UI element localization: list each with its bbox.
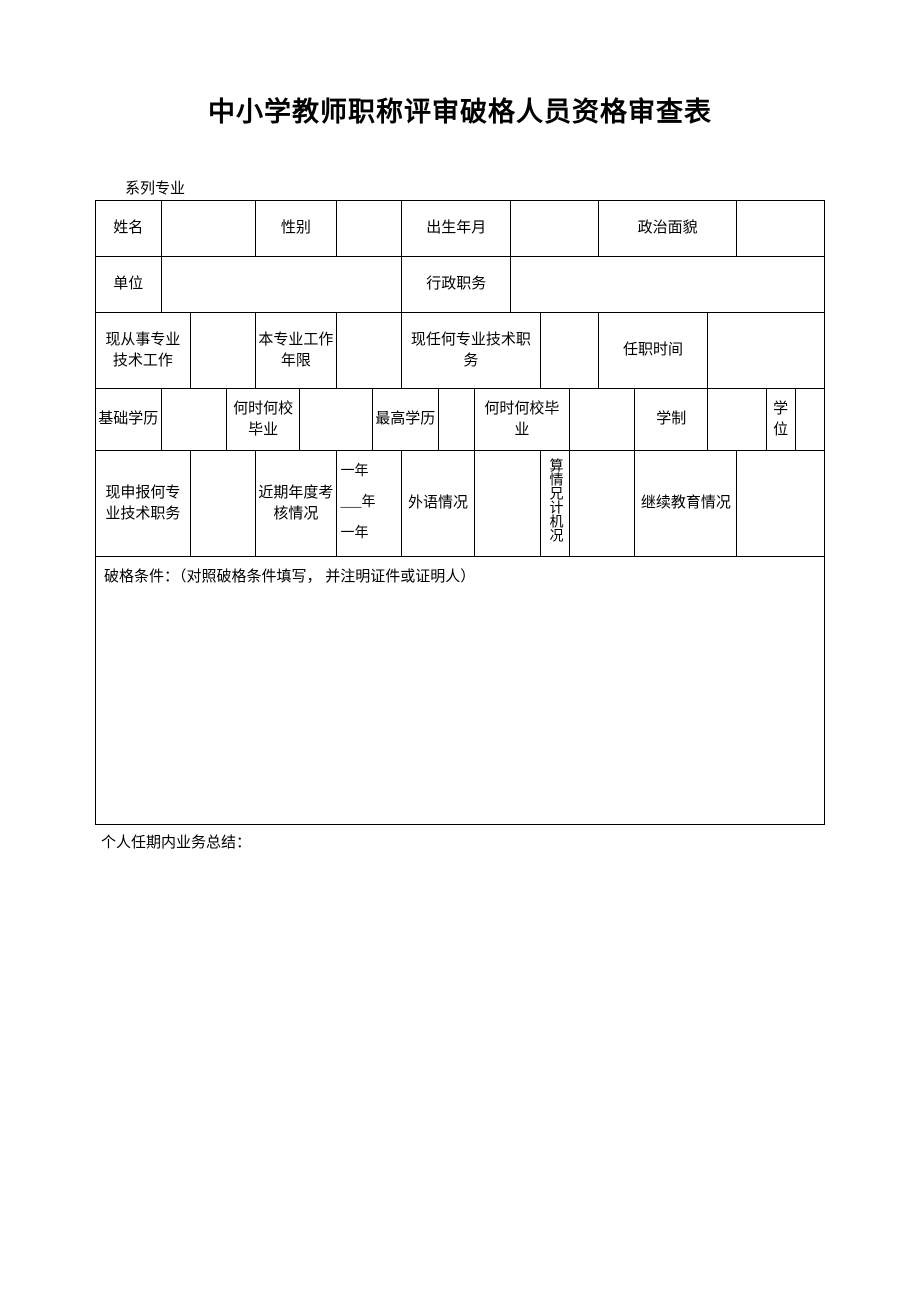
current-work-label: 现从事专业技术工作 <box>96 313 191 389</box>
apply-label: 现申报何专业技术职务 <box>96 451 191 557</box>
computer-value[interactable] <box>569 451 635 557</box>
political-label: 政治面貌 <box>598 201 736 257</box>
birth-value[interactable] <box>511 201 598 257</box>
grad1-label: 何时何校毕业 <box>227 389 300 451</box>
foreign-value[interactable] <box>474 451 540 557</box>
computer-label: 算情兄计机况 <box>540 451 569 557</box>
highest-edu-value[interactable] <box>438 389 474 451</box>
years-label: 本专业工作年限 <box>256 313 336 389</box>
exception-cell[interactable]: 破格条件：（对照破格条件填写， 并注明证件或证明人） <box>96 557 825 825</box>
row-education: 基础学历 何时何校毕业 最高学历 何时何校毕业 学制 学位 <box>96 389 825 451</box>
row-exception: 破格条件：（对照破格条件填写， 并注明证件或证明人） <box>96 557 825 825</box>
admin-label: 行政职务 <box>402 257 511 313</box>
subtitle: 系列专业 <box>125 177 825 198</box>
grad1-value[interactable] <box>300 389 373 451</box>
current-title-label: 现任何专业技术职务 <box>402 313 540 389</box>
unit-value[interactable] <box>161 257 402 313</box>
base-edu-value[interactable] <box>161 389 227 451</box>
tenure-label: 任职时间 <box>598 313 707 389</box>
footer-note: 个人任期内业务总结： <box>101 831 825 852</box>
row-profession: 现从事专业技术工作 本专业工作年限 现任何专业技术职务 任职时间 <box>96 313 825 389</box>
gender-value[interactable] <box>336 201 402 257</box>
row-apply: 现申报何专业技术职务 近期年度考核情况 一年 ___年 一年 外语情况 算情兄计… <box>96 451 825 557</box>
foreign-label: 外语情况 <box>402 451 475 557</box>
degree-label: 学位 <box>766 389 795 451</box>
system-label: 学制 <box>635 389 708 451</box>
grad2-label: 何时何校毕业 <box>474 389 569 451</box>
form-table: 姓名 性别 出生年月 政治面貌 单位 行政职务 现从事专业技术工作 本专业工作年… <box>95 200 825 825</box>
current-work-value[interactable] <box>190 313 256 389</box>
highest-edu-label: 最高学历 <box>372 389 438 451</box>
assess-label: 近期年度考核情况 <box>256 451 336 557</box>
years-value[interactable] <box>336 313 402 389</box>
system-value[interactable] <box>708 389 766 451</box>
tenure-value[interactable] <box>708 313 825 389</box>
name-label: 姓名 <box>96 201 162 257</box>
continuing-label: 继续教育情况 <box>635 451 737 557</box>
admin-value[interactable] <box>511 257 825 313</box>
birth-label: 出生年月 <box>402 201 511 257</box>
gender-label: 性别 <box>256 201 336 257</box>
political-value[interactable] <box>737 201 825 257</box>
page-title: 中小学教师职称评审破格人员资格审查表 <box>95 90 825 129</box>
apply-value[interactable] <box>190 451 256 557</box>
degree-value[interactable] <box>795 389 824 451</box>
name-value[interactable] <box>161 201 256 257</box>
base-edu-label: 基础学历 <box>96 389 162 451</box>
current-title-value[interactable] <box>540 313 598 389</box>
grad2-value[interactable] <box>569 389 635 451</box>
continuing-value[interactable] <box>737 451 825 557</box>
unit-label: 单位 <box>96 257 162 313</box>
row-basic-info: 姓名 性别 出生年月 政治面貌 <box>96 201 825 257</box>
year-lines[interactable]: 一年 ___年 一年 <box>336 451 402 557</box>
row-unit: 单位 行政职务 <box>96 257 825 313</box>
